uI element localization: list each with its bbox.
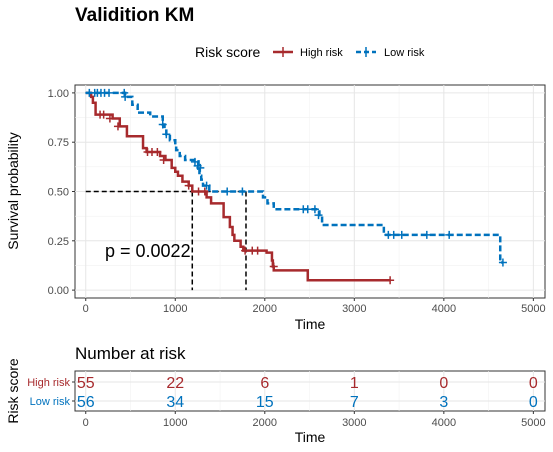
y-tick-label: 0.50 <box>48 187 69 199</box>
censor-mark-low-risk <box>162 130 171 139</box>
censor-mark-high-risk <box>386 276 395 285</box>
censor-mark-low-risk <box>158 120 167 129</box>
censor-mark-low-risk <box>389 230 398 239</box>
censor-mark-low-risk <box>223 187 232 196</box>
legend-label-low-risk: Low risk <box>384 47 425 59</box>
risk-table-title: Number at risk <box>75 344 186 363</box>
median-lines <box>85 190 247 291</box>
x-tick-label: 3000 <box>342 303 366 315</box>
y-tick-label: 0.75 <box>48 137 69 149</box>
risk-x-tick-label: 2000 <box>253 417 277 429</box>
censor-mark-low-risk <box>121 92 130 101</box>
risk-count-low-risk: 0 <box>529 394 538 411</box>
legend: Risk score High risk Low risk <box>195 44 425 60</box>
x-tick-label: 1000 <box>163 303 187 315</box>
censor-mark-high-risk <box>253 246 262 255</box>
risk-x-tick-label: 1000 <box>163 417 187 429</box>
x-tick-label: 5000 <box>521 303 545 315</box>
censor-mark-low-risk <box>238 187 247 196</box>
legend-item-high-risk: High risk <box>273 47 343 59</box>
risk-table-panel <box>74 370 546 412</box>
censor-mark-low-risk <box>422 230 431 239</box>
risk-table-x-label: Time <box>295 429 326 445</box>
x-tick-label: 0 <box>83 303 89 315</box>
risk-table: Number at risk High risk 55 22 6 1 0 0 Low risk… <box>5 344 546 445</box>
censor-mark-low-risk <box>314 211 323 220</box>
censor-mark-low-risk <box>202 181 211 190</box>
y-axis-label: Survival probability <box>5 132 21 250</box>
censor-mark-low-risk <box>196 163 205 172</box>
censor-mark-high-risk <box>153 148 162 157</box>
y-axis-ticks: 0.00 0.25 0.50 0.75 1.00 <box>48 88 75 297</box>
censor-mark-high-risk <box>184 181 193 190</box>
risk-count-low-risk: 15 <box>256 394 274 411</box>
risk-table-rows: High risk 55 22 6 1 0 0 Low risk 56 34 15 7 3 0 <box>27 375 538 411</box>
censor-mark-high-risk <box>99 110 108 119</box>
risk-x-tick-label: 3000 <box>342 417 366 429</box>
x-tick-label: 4000 <box>432 303 456 315</box>
censor-mark-low-risk <box>120 88 129 97</box>
censor-mark-low-risk <box>498 258 507 267</box>
risk-count-low-risk: 34 <box>166 394 184 411</box>
risk-count-high-risk: 6 <box>260 375 269 392</box>
risk-count-high-risk: 55 <box>77 375 95 392</box>
y-tick-label: 0.00 <box>48 285 69 297</box>
risk-count-low-risk: 3 <box>439 394 448 411</box>
risk-row-label-low-risk: Low risk <box>30 396 71 408</box>
censor-mark-low-risk <box>310 205 319 214</box>
x-axis-ticks: 0 1000 2000 3000 4000 5000 <box>83 298 546 315</box>
censor-mark-low-risk <box>105 88 114 97</box>
risk-x-tick-label: 5000 <box>521 417 545 429</box>
legend-item-low-risk: Low risk <box>356 47 425 59</box>
risk-count-high-risk: 0 <box>439 375 448 392</box>
survival-curves <box>85 88 507 285</box>
km-plot: 0 1000 2000 3000 4000 5000 0.00 0.25 0.50 0.75 1.… <box>5 84 546 332</box>
censor-mark-high-risk <box>113 122 122 131</box>
risk-x-tick-label: 0 <box>83 417 89 429</box>
risk-count-high-risk: 0 <box>529 375 538 392</box>
risk-table-grid <box>75 371 545 411</box>
y-tick-label: 0.25 <box>48 236 69 248</box>
plot-grid <box>75 85 545 298</box>
censor-mark-high-risk <box>241 246 250 255</box>
risk-count-high-risk: 22 <box>166 375 184 392</box>
censor-mark-high-risk <box>200 187 209 196</box>
risk-table-y-label: Risk score <box>5 358 21 424</box>
x-tick-label: 2000 <box>253 303 277 315</box>
censor-mark-low-risk <box>303 205 312 214</box>
p-value-annotation: p = 0.0022 <box>105 241 191 261</box>
risk-count-low-risk: 7 <box>350 394 359 411</box>
risk-count-low-risk: 56 <box>77 394 95 411</box>
chart-title: Validition KM <box>75 5 194 26</box>
censor-mark-high-risk <box>269 262 278 271</box>
legend-title: Risk score <box>195 44 261 60</box>
risk-x-tick-label: 4000 <box>432 417 456 429</box>
y-tick-label: 1.00 <box>48 88 69 100</box>
risk-row-label-high-risk: High risk <box>27 377 70 389</box>
censor-mark-low-risk <box>397 230 406 239</box>
x-axis-label: Time <box>295 316 326 332</box>
censor-mark-low-risk <box>445 230 454 239</box>
risk-table-x-ticks: 0 1000 2000 3000 4000 5000 <box>83 411 546 429</box>
risk-count-high-risk: 1 <box>350 375 359 392</box>
censor-mark-high-risk <box>159 155 168 164</box>
legend-label-high-risk: High risk <box>300 47 343 59</box>
censor-mark-high-risk <box>105 114 114 123</box>
